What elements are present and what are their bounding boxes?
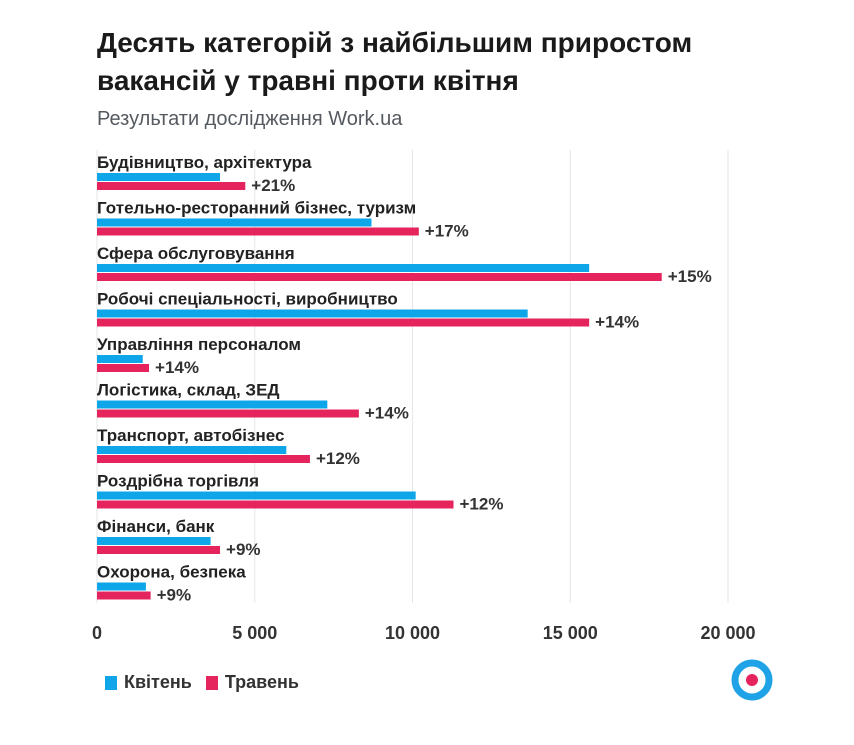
legend-label-april: Квітень: [124, 672, 192, 692]
data-label: +9%: [157, 586, 192, 605]
bar-chart: 0 5 000 10 000 15 000 20 000 Будівництво, арх…: [92, 150, 756, 643]
data-label: +12%: [460, 495, 504, 514]
category-label: Будівництво, архітектура: [97, 153, 312, 172]
category-label: Фінанси, банк: [97, 517, 215, 536]
category-label: Сфера обслуговування: [97, 244, 295, 263]
bar-april: [97, 537, 211, 545]
bar-may: [97, 182, 246, 190]
bar-may: [97, 273, 662, 281]
chart-subtitle: Результати дослідження Work.ua: [97, 108, 403, 130]
bar-april: [97, 446, 287, 454]
x-tick-label: 5 000: [232, 623, 277, 643]
x-tick-label: 0: [92, 623, 102, 643]
data-label: +9%: [226, 540, 260, 559]
category-label: Роздрібна торгівля: [97, 472, 259, 491]
category-label: Робочі спеціальності, виробництво: [97, 290, 398, 309]
chart-title: Десять категорій з найбільшим приростом …: [97, 27, 693, 96]
x-tick-label: 10 000: [385, 623, 440, 643]
category-label: Готельно-ресторанний бізнес, туризм: [97, 199, 416, 218]
bar-may: [97, 500, 454, 509]
bar-may: [97, 546, 221, 554]
legend-item-may: Травень: [205, 672, 299, 693]
bar-may: [97, 318, 590, 327]
data-label: +14%: [365, 404, 409, 423]
legend-swatch-may: [205, 675, 218, 690]
x-tick-label: 20 000: [700, 623, 755, 643]
legend: Квітень Травень: [105, 672, 313, 693]
bar-may: [97, 591, 151, 600]
bar-april: [97, 173, 221, 181]
data-label: +12%: [316, 449, 360, 468]
category-label: Логістика, склад, ЗЕД: [97, 381, 280, 400]
bar-april: [97, 491, 416, 500]
bar-april: [97, 309, 528, 318]
work-ua-logo-icon: [731, 659, 773, 701]
data-label: +14%: [595, 313, 639, 332]
bar-april: [97, 355, 143, 363]
data-label: +14%: [155, 358, 199, 377]
legend-label-may: Травень: [224, 672, 299, 692]
legend-item-april: Квітень: [105, 672, 192, 693]
data-label: +15%: [668, 267, 712, 286]
bar-april: [97, 218, 372, 227]
category-label: Управління персоналом: [97, 335, 301, 354]
bar-april: [97, 582, 146, 591]
bar-may: [97, 455, 310, 463]
data-label: +17%: [425, 222, 469, 241]
bar-may: [97, 227, 419, 236]
bar-april: [97, 264, 590, 272]
bar-april: [97, 400, 328, 409]
data-label: +21%: [251, 176, 295, 195]
legend-swatch-april: [105, 675, 117, 690]
bar-may: [97, 409, 359, 418]
category-label: Транспорт, автобізнес: [97, 426, 284, 445]
bar-may: [97, 364, 150, 372]
category-label: Охорона, безпека: [97, 563, 246, 582]
x-tick-label: 15 000: [543, 623, 598, 643]
